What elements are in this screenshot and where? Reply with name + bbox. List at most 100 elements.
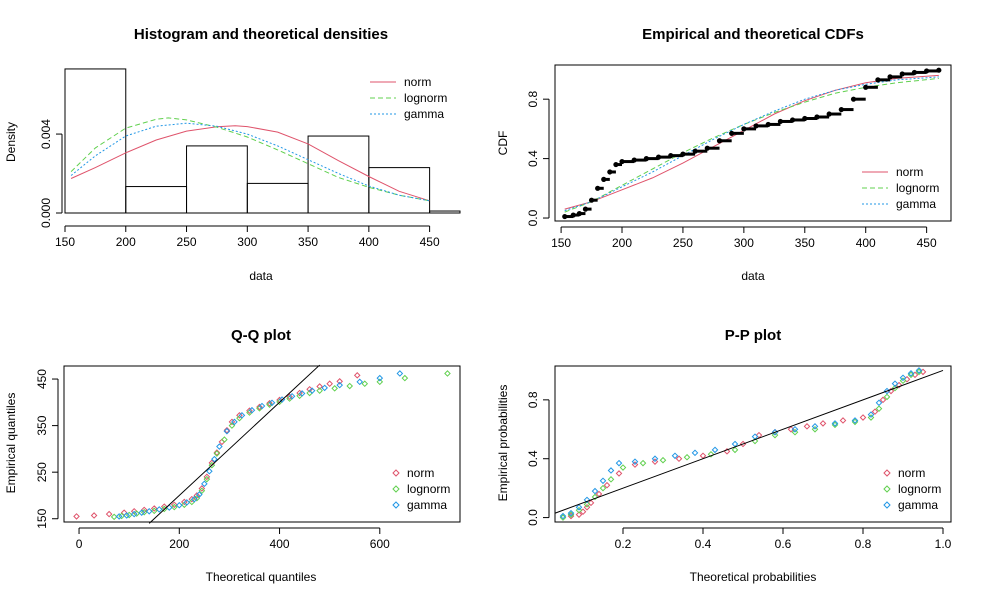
- qq-x-tick-label: 200: [169, 537, 189, 551]
- pp-identity-line: [555, 369, 944, 514]
- qq-norm-point: [353, 372, 361, 379]
- qq-x-tick-label: 600: [370, 537, 390, 551]
- pp-x-tick-label: 0.6: [775, 537, 792, 551]
- pp-legend-gamma-key: [883, 501, 891, 509]
- qq-gamma-point: [268, 399, 276, 407]
- cdf-legend-lognorm-label: lognorm: [896, 181, 939, 195]
- histogram-ylabel: Density: [4, 122, 18, 162]
- cdf-y-tick-label: 0.4: [526, 150, 540, 167]
- pp-lognorm-point: [883, 393, 891, 401]
- pp-gamma-point: [591, 487, 599, 495]
- pp-gamma-point: [907, 370, 915, 377]
- histogram-bar: [186, 145, 248, 214]
- histogram-x-tick-label: 200: [116, 235, 136, 249]
- pp-lognorm-point: [575, 506, 583, 514]
- pp-norm-point: [859, 414, 867, 421]
- pp-lognorm-point: [659, 456, 667, 464]
- qq-x-tick-label: 400: [270, 537, 290, 551]
- histogram-density-curves: [70, 117, 430, 202]
- cdf-axes: 150 200 250 300 350 400 450 0.0 0.4 0.8: [526, 91, 937, 250]
- qq-norm-point: [236, 412, 243, 419]
- pp-norm-point: [675, 455, 683, 463]
- qq-title: Q-Q plot: [231, 327, 291, 344]
- cdf-norm-curve: [564, 74, 939, 210]
- pp-legend: norm lognorm gamma: [883, 466, 941, 512]
- qq-gamma-point: [130, 510, 138, 518]
- qq-lognorm-point: [228, 422, 236, 429]
- pp-lognorm-point: [867, 414, 875, 421]
- qq-gamma-point: [211, 455, 218, 463]
- qq-lognorm-point: [221, 436, 228, 443]
- cdf-x-tick-label: 200: [612, 236, 632, 250]
- qq-ylabel: Empirical quantiles: [4, 393, 18, 494]
- qq-lognorm-point: [376, 378, 384, 386]
- pp-gamma-point: [651, 455, 659, 463]
- histogram-legend: norm lognorm gamma: [370, 75, 447, 121]
- cdf-xlabel: data: [741, 269, 765, 283]
- qq-norm-point: [193, 492, 201, 499]
- pp-x-tick-label: 1.0: [935, 537, 952, 551]
- cdf-lognorm-curve: [564, 77, 939, 213]
- qq-gamma-point: [223, 427, 231, 435]
- histogram-panel: Histogram and theoretical densities data…: [4, 26, 461, 283]
- pp-y-tick-label: 0.0: [526, 509, 540, 526]
- qq-gamma-point: [145, 507, 153, 515]
- qq-lognorm-point: [401, 374, 409, 382]
- qq-gamma-point: [288, 392, 296, 400]
- pp-norm-point: [575, 511, 583, 518]
- pp-norm-point: [587, 499, 595, 507]
- qq-norm-point: [246, 407, 253, 415]
- qq-y-tick-label: 250: [35, 462, 49, 482]
- qq-norm-point: [105, 510, 113, 518]
- pp-lognorm-point: [619, 464, 627, 471]
- qq-axes: 0 200 400 600 150 250 350 450: [35, 369, 390, 551]
- qq-gamma-point: [183, 499, 191, 506]
- histogram-bar: [307, 135, 370, 214]
- qq-gamma-point: [308, 387, 316, 394]
- cdf-x-tick-label: 350: [795, 236, 815, 250]
- pp-axes: 0.2 0.4 0.6 0.8 1.0 0.0 0.4 0.8: [526, 391, 952, 551]
- pp-gamma-point: [575, 503, 583, 511]
- qq-norm-point: [73, 513, 80, 520]
- qq-lognorm-point: [266, 401, 273, 408]
- pp-gamma-point: [851, 417, 859, 424]
- qq-norm-point: [286, 393, 293, 401]
- pp-norm-point: [819, 420, 827, 427]
- histogram-legend-norm-label: norm: [404, 75, 431, 89]
- pp-norm-point: [871, 408, 879, 415]
- qq-legend-lognorm-key: [392, 485, 400, 493]
- qq-lognorm-point: [331, 385, 338, 392]
- pp-gamma-point: [583, 496, 591, 504]
- histogram-xlabel: data: [249, 269, 273, 283]
- pp-y-tick-label: 0.8: [526, 391, 540, 408]
- qq-x-tick-label: 0: [76, 537, 83, 551]
- pp-points: [559, 367, 927, 521]
- pp-x-tick-label: 0.2: [615, 537, 632, 551]
- pp-lognorm-point: [731, 446, 739, 454]
- qq-gamma-point: [376, 374, 384, 382]
- pp-gamma-point: [891, 380, 899, 387]
- qq-gamma-point: [238, 412, 246, 419]
- pp-plot-frame: [554, 365, 952, 523]
- cdf-y-tick-label: 0.0: [526, 209, 540, 226]
- qq-gamma-point: [123, 512, 130, 519]
- pp-lognorm-point: [875, 405, 883, 412]
- pp-gamma-point: [899, 374, 907, 382]
- cdf-plot-frame: [554, 64, 952, 222]
- cdf-empirical-point: [936, 67, 942, 73]
- pp-legend-norm-label: norm: [898, 466, 925, 480]
- pp-lognorm-point: [607, 476, 615, 483]
- qq-y-tick-label: 150: [35, 508, 49, 528]
- histogram-bar: [125, 186, 188, 214]
- pp-gamma-point: [559, 512, 567, 520]
- pp-gamma-point: [607, 467, 615, 474]
- qq-norm-point: [213, 449, 221, 456]
- qq-reference-line: [148, 364, 320, 524]
- histogram-y-tick-label: 0.004: [39, 119, 53, 149]
- pp-lognorm-point: [591, 493, 599, 501]
- qq-norm-point: [223, 426, 231, 434]
- pp-lognorm-point: [811, 425, 819, 433]
- qq-gamma-point: [165, 504, 173, 511]
- pp-x-tick-label: 0.8: [855, 537, 872, 551]
